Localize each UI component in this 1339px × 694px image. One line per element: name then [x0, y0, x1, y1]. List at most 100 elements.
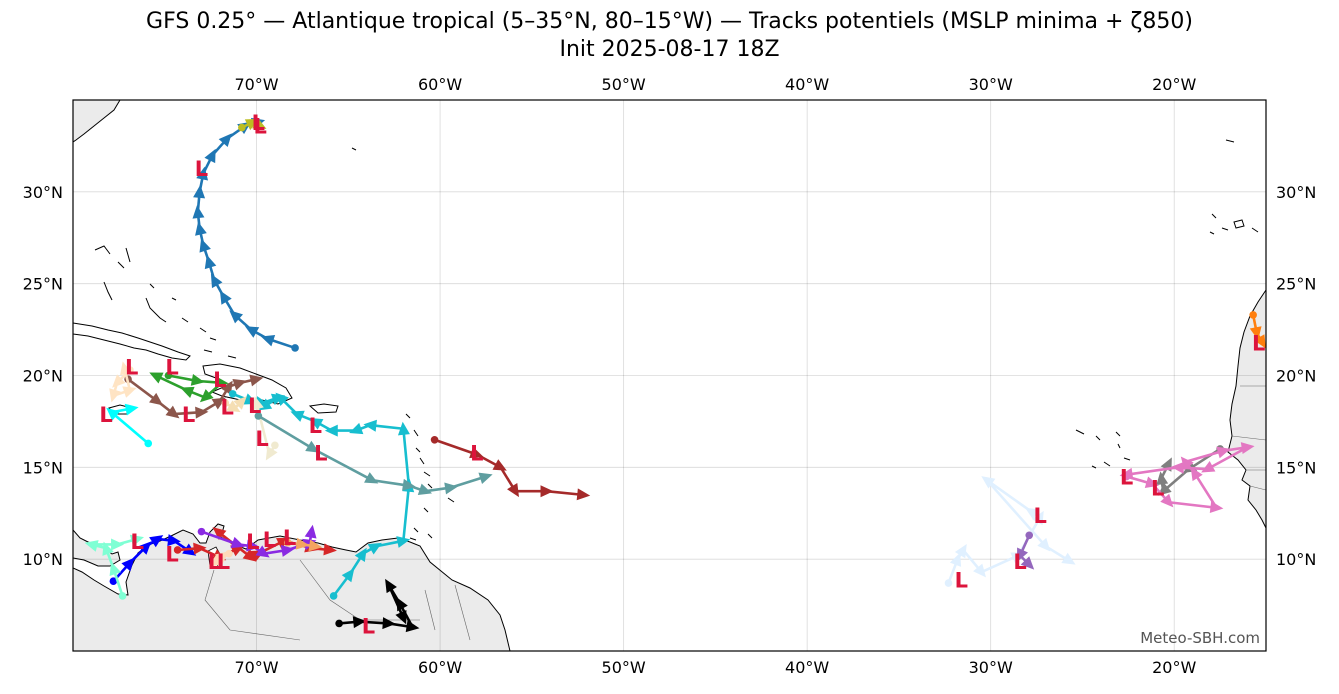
low-pressure-marker: L [470, 442, 483, 466]
track-arrow-marker [275, 392, 289, 407]
storm-track [109, 361, 137, 403]
track-start-point [271, 441, 279, 450]
track-arrow-marker [309, 418, 324, 430]
low-pressure-marker: L [165, 355, 178, 379]
track-arrow-marker [949, 552, 962, 567]
track-arrow-marker [367, 542, 382, 555]
title-line-1: GFS 0.25° — Atlantique tropical (5–35°N,… [146, 9, 1193, 34]
low-pressure-marker: L [131, 530, 144, 554]
lat-tick-label-right: 15°N [1276, 458, 1316, 477]
low-pressure-marker: L [195, 157, 208, 181]
low-pressure-marker: L [217, 550, 230, 574]
track-arrow-marker [540, 485, 554, 498]
track-arrow-marker [212, 527, 227, 541]
track-arrow-marker [199, 389, 214, 403]
longitude-axis-bottom: 70°W 60°W 50°W 40°W 30°W 20°W [234, 658, 1196, 677]
track-arrow-marker [469, 446, 484, 459]
lat-tick-label-right: 10°N [1276, 550, 1316, 569]
storm-track [208, 549, 233, 567]
track-arrow-marker [304, 524, 317, 539]
track-arrow-marker [246, 539, 260, 552]
track-arrow-marker [324, 424, 338, 437]
track-arrow-marker [1017, 547, 1029, 562]
track-arrow-marker [395, 610, 407, 625]
low-pressure-marker: L [99, 403, 112, 427]
track-arrow-marker [112, 374, 126, 388]
track-arrow-marker [1180, 456, 1194, 471]
track-arrow-marker [149, 392, 164, 406]
track-arrow-marker [122, 386, 137, 398]
low-pressure-marker: L [208, 550, 221, 574]
low-pressure-marker: L [1120, 466, 1133, 490]
florida-peninsula [73, 100, 121, 143]
lon-tick-label-bottom: 30°W [969, 658, 1013, 677]
low-pressure-marker: L [1252, 331, 1265, 355]
track-arrow-marker [1170, 461, 1185, 474]
storm-track [221, 396, 247, 413]
track-arrow-marker [249, 374, 264, 387]
track-arrow-marker [1216, 446, 1231, 459]
track-arrow-marker [1156, 471, 1169, 486]
track-start-point [335, 619, 343, 628]
low-pressure-marker: L [1151, 477, 1164, 501]
graticule [73, 100, 1266, 651]
longitude-axis-top: 70°W 60°W 50°W 40°W 30°W 20°W [234, 75, 1196, 94]
low-pressure-marker: L [362, 614, 375, 638]
latitude-axis-right: 10°N 15°N 20°N 25°N 30°N [1276, 183, 1316, 569]
track-arrow-marker [167, 534, 181, 547]
track-start-point [254, 412, 263, 420]
lesser-antilles [397, 413, 455, 545]
lon-tick-label-top: 20°W [1152, 75, 1196, 94]
track-arrow-marker [349, 422, 364, 435]
track-arrow-marker [1032, 510, 1044, 526]
west-africa-landmass [1227, 289, 1266, 529]
track-arrow-marker [260, 334, 276, 347]
track-arrow-marker [1119, 467, 1134, 480]
track-arrow-marker [218, 133, 232, 148]
storm-track [335, 578, 420, 633]
latitude-axis-left: 10°N 15°N 20°N 25°N 30°N [23, 183, 63, 569]
puerto-rico-island [308, 403, 339, 414]
track-start-point [144, 439, 153, 448]
low-pressure-marker: L [1034, 504, 1047, 528]
track-arrow-marker [323, 543, 337, 556]
track-arrow-marker [215, 376, 229, 389]
canary-islands [1209, 139, 1259, 235]
cuba-island [73, 322, 191, 361]
low-pressure-marker: L [131, 530, 144, 554]
track-arrow-marker [111, 538, 125, 551]
track-arrow-marker [230, 536, 245, 549]
title-line-2: Init 2025-08-17 18Z [559, 37, 780, 62]
storm-track [238, 117, 267, 132]
track-arrow-marker [233, 396, 247, 410]
track-arrow-marker [1160, 493, 1174, 508]
track-start-point [173, 546, 182, 554]
lat-tick-label-right: 30°N [1276, 183, 1316, 202]
track-arrow-marker [576, 488, 591, 501]
track-start-point [944, 579, 953, 587]
track-arrow-marker [120, 361, 132, 376]
track-arrow-marker [204, 254, 217, 270]
track-arrow-marker [252, 396, 264, 411]
track-arrow-marker [1037, 537, 1051, 552]
track-arrow-marker [193, 184, 206, 199]
storm-track [252, 396, 279, 461]
storm-track [1017, 531, 1035, 570]
track-arrow-marker [396, 536, 411, 548]
lon-tick-label-top: 40°W [785, 75, 829, 94]
track-arrow-marker [242, 548, 257, 562]
track-start-point [430, 435, 439, 444]
track-line [434, 438, 584, 497]
track-arrow-marker [1020, 556, 1035, 570]
track-arrow-marker [109, 388, 121, 403]
track-start-point [164, 371, 173, 380]
cape-verde-islands [1075, 429, 1131, 469]
track-arrow-marker [137, 541, 152, 555]
track-arrow-marker [220, 380, 233, 395]
track-start-point [109, 577, 118, 586]
track-arrow-marker [382, 617, 396, 630]
low-pressure-marker: L [220, 396, 233, 420]
low-pressure-marker: L [263, 528, 276, 552]
lat-tick-label-right: 25°N [1276, 275, 1316, 294]
